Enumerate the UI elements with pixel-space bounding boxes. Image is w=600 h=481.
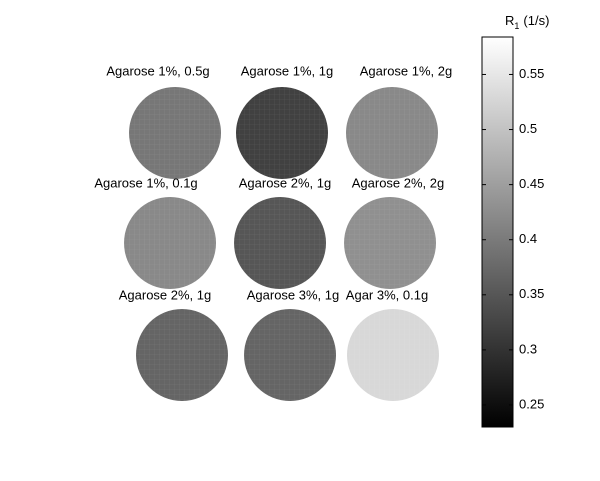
panel-label: Agar 3%, 0.1g	[346, 287, 428, 302]
pixel-grid	[347, 309, 439, 401]
colorbar-tick-label: 0.25	[519, 396, 544, 411]
pixel-grid	[129, 87, 221, 179]
panel-label: Agarose 1%, 0.1g	[94, 175, 197, 190]
panel-label: Agarose 3%, 1g	[247, 287, 340, 302]
colorbar-tick-label: 0.55	[519, 66, 544, 81]
colorbar-tick-label: 0.4	[519, 231, 537, 246]
panel-label: Agarose 1%, 1g	[241, 63, 334, 78]
panel-label: Agarose 2%, 2g	[352, 175, 445, 190]
colorbar-tick-label: 0.5	[519, 121, 537, 136]
panel-label: Agarose 1%, 2g	[360, 63, 453, 78]
pixel-grid	[234, 197, 326, 289]
colorbar-label: R1 (1/s)	[505, 13, 549, 31]
pixel-grid	[344, 197, 436, 289]
colorbar-tick-label: 0.45	[519, 176, 544, 191]
panel-label: Agarose 2%, 1g	[119, 287, 212, 302]
colorbar-tick-label: 0.35	[519, 286, 544, 301]
panel-label: Agarose 2%, 1g	[239, 175, 332, 190]
pixel-grid	[236, 87, 328, 179]
pixel-grid	[346, 87, 438, 179]
pixel-grid	[244, 309, 336, 401]
colorbar-tick-label: 0.3	[519, 341, 537, 356]
pixel-grid	[136, 309, 228, 401]
pixel-grid	[124, 197, 216, 289]
panel-label: Agarose 1%, 0.5g	[106, 63, 209, 78]
colorbar	[481, 36, 514, 428]
